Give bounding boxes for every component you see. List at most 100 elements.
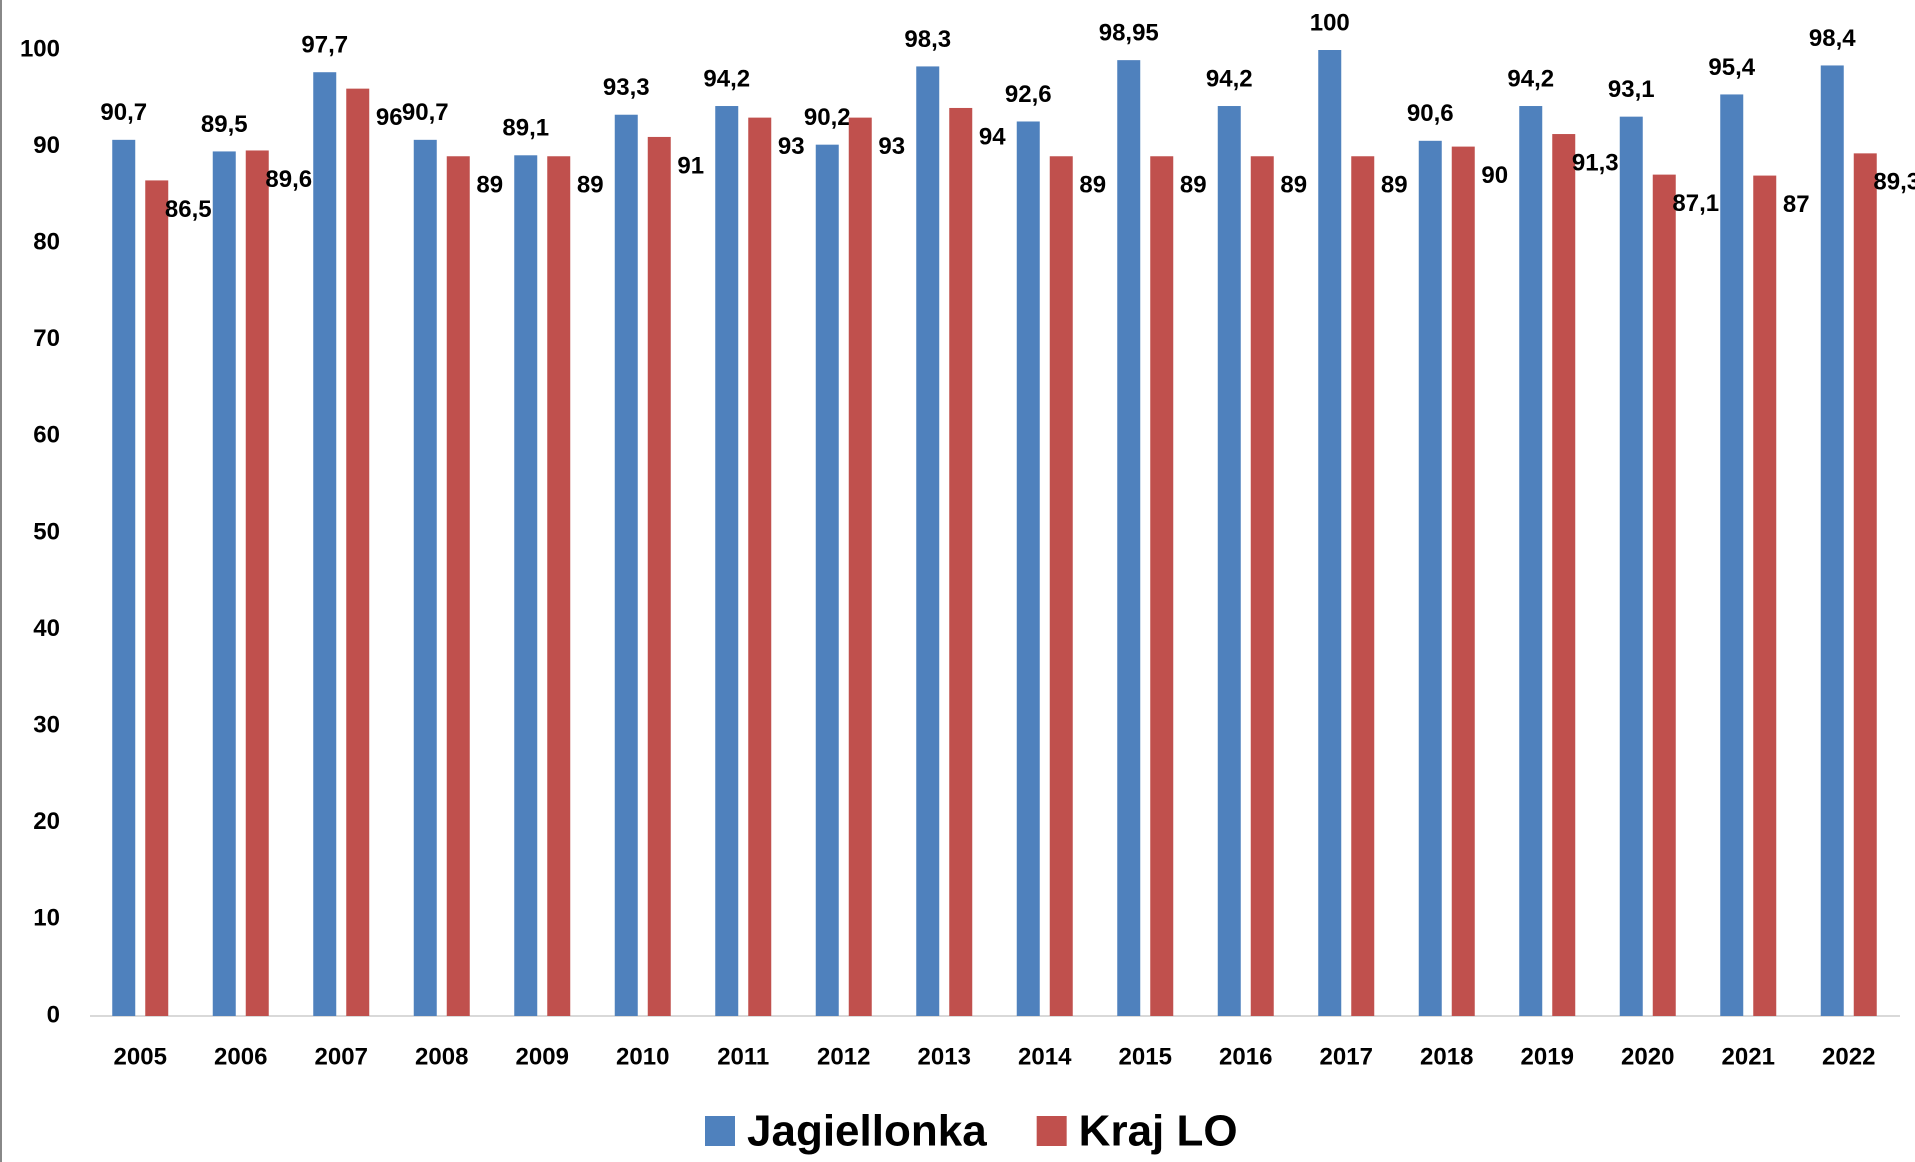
x-tick-label: 2005	[114, 1043, 167, 1070]
x-tick-label: 2007	[315, 1043, 368, 1070]
bar	[346, 88, 370, 1016]
bar	[748, 117, 772, 1017]
x-tick-label: 2008	[415, 1043, 468, 1070]
bar	[212, 151, 236, 1016]
value-label: 91	[677, 152, 704, 179]
value-label: 93,3	[603, 74, 650, 101]
x-tick-label: 2012	[817, 1043, 870, 1070]
bar	[647, 136, 671, 1016]
value-label: 94	[979, 123, 1006, 150]
value-label: 90,7	[402, 99, 449, 126]
value-label: 94,2	[1206, 65, 1253, 92]
value-label: 89	[577, 172, 604, 199]
y-tick-label: 30	[33, 712, 60, 739]
y-tick-label: 60	[33, 422, 60, 449]
y-tick-label: 100	[20, 35, 60, 62]
value-label: 86,5	[165, 196, 212, 223]
bar	[1117, 60, 1141, 1016]
value-label: 89	[1180, 172, 1207, 199]
value-label: 98,4	[1809, 25, 1856, 52]
x-tick-label: 2011	[717, 1043, 769, 1070]
x-tick-label: 2017	[1320, 1043, 1373, 1070]
y-tick-label: 70	[33, 325, 60, 352]
bar	[715, 106, 739, 1016]
y-tick-label: 80	[33, 229, 60, 256]
value-label: 89,3	[1873, 169, 1915, 196]
value-label: 89	[476, 172, 503, 199]
value-label: 93	[778, 133, 805, 160]
value-label: 98,95	[1099, 19, 1159, 46]
bar	[1619, 116, 1643, 1017]
value-label: 91,3	[1572, 149, 1619, 176]
y-tick-label: 10	[33, 905, 60, 932]
x-tick-label: 2009	[516, 1043, 569, 1070]
value-label: 90,2	[804, 104, 851, 131]
bar	[949, 107, 973, 1016]
value-label: 93,1	[1608, 76, 1655, 103]
value-label: 92,6	[1005, 81, 1052, 108]
bar	[1720, 94, 1744, 1017]
value-label: 97,7	[301, 32, 348, 59]
bar	[1652, 174, 1676, 1016]
value-label: 96	[376, 104, 403, 131]
bar	[1853, 153, 1877, 1016]
x-tick-label: 2021	[1722, 1043, 1775, 1070]
y-tick-label: 0	[47, 1001, 60, 1028]
bar	[1753, 175, 1777, 1016]
bar	[1318, 50, 1342, 1016]
value-label: 93	[878, 133, 905, 160]
bar	[1451, 146, 1475, 1017]
value-label: 89	[1280, 172, 1307, 199]
y-tick-label: 50	[33, 518, 60, 545]
x-tick-label: 2010	[616, 1043, 669, 1070]
bar	[1351, 156, 1375, 1016]
value-label: 90,7	[100, 99, 147, 126]
bar	[1250, 156, 1274, 1016]
bar	[514, 155, 538, 1016]
legend-label: Jagiellonka	[747, 1107, 987, 1156]
bar	[1150, 156, 1174, 1016]
x-tick-label: 2014	[1018, 1043, 1072, 1070]
value-label: 89	[1079, 172, 1106, 199]
bar	[614, 114, 638, 1017]
x-tick-label: 2016	[1219, 1043, 1272, 1070]
y-tick-label: 40	[33, 615, 60, 642]
x-tick-label: 2022	[1822, 1043, 1875, 1070]
bar	[446, 156, 470, 1016]
value-label: 89,6	[265, 166, 312, 193]
bar	[1049, 156, 1073, 1016]
x-tick-label: 2013	[918, 1043, 971, 1070]
value-label: 100	[1310, 9, 1350, 36]
bar	[1217, 106, 1241, 1016]
x-tick-label: 2019	[1521, 1043, 1574, 1070]
x-tick-label: 2020	[1621, 1043, 1674, 1070]
y-tick-label: 20	[33, 808, 60, 835]
x-tick-label: 2015	[1119, 1043, 1172, 1070]
bar	[112, 139, 136, 1016]
legend-label: Kraj LO	[1079, 1107, 1238, 1156]
value-label: 94,2	[703, 65, 750, 92]
value-label: 94,2	[1507, 65, 1554, 92]
bar	[848, 117, 872, 1017]
bar	[1519, 106, 1543, 1016]
value-label: 89	[1381, 172, 1408, 199]
x-tick-label: 2018	[1420, 1043, 1473, 1070]
x-tick-label: 2006	[214, 1043, 267, 1070]
y-tick-label: 90	[33, 132, 60, 159]
value-label: 89,5	[201, 111, 248, 138]
bar	[1552, 134, 1576, 1017]
bar	[1418, 140, 1442, 1016]
value-label: 90,6	[1407, 100, 1454, 127]
bar	[815, 144, 839, 1017]
bar	[145, 180, 169, 1016]
value-label: 89,1	[502, 115, 549, 142]
bar	[547, 156, 571, 1016]
bar	[1820, 65, 1844, 1017]
legend-swatch	[1036, 1116, 1067, 1146]
bar	[1016, 121, 1040, 1016]
bar	[245, 150, 269, 1017]
value-label: 87	[1783, 191, 1810, 218]
value-label: 90	[1481, 162, 1508, 189]
value-label: 98,3	[904, 26, 951, 53]
